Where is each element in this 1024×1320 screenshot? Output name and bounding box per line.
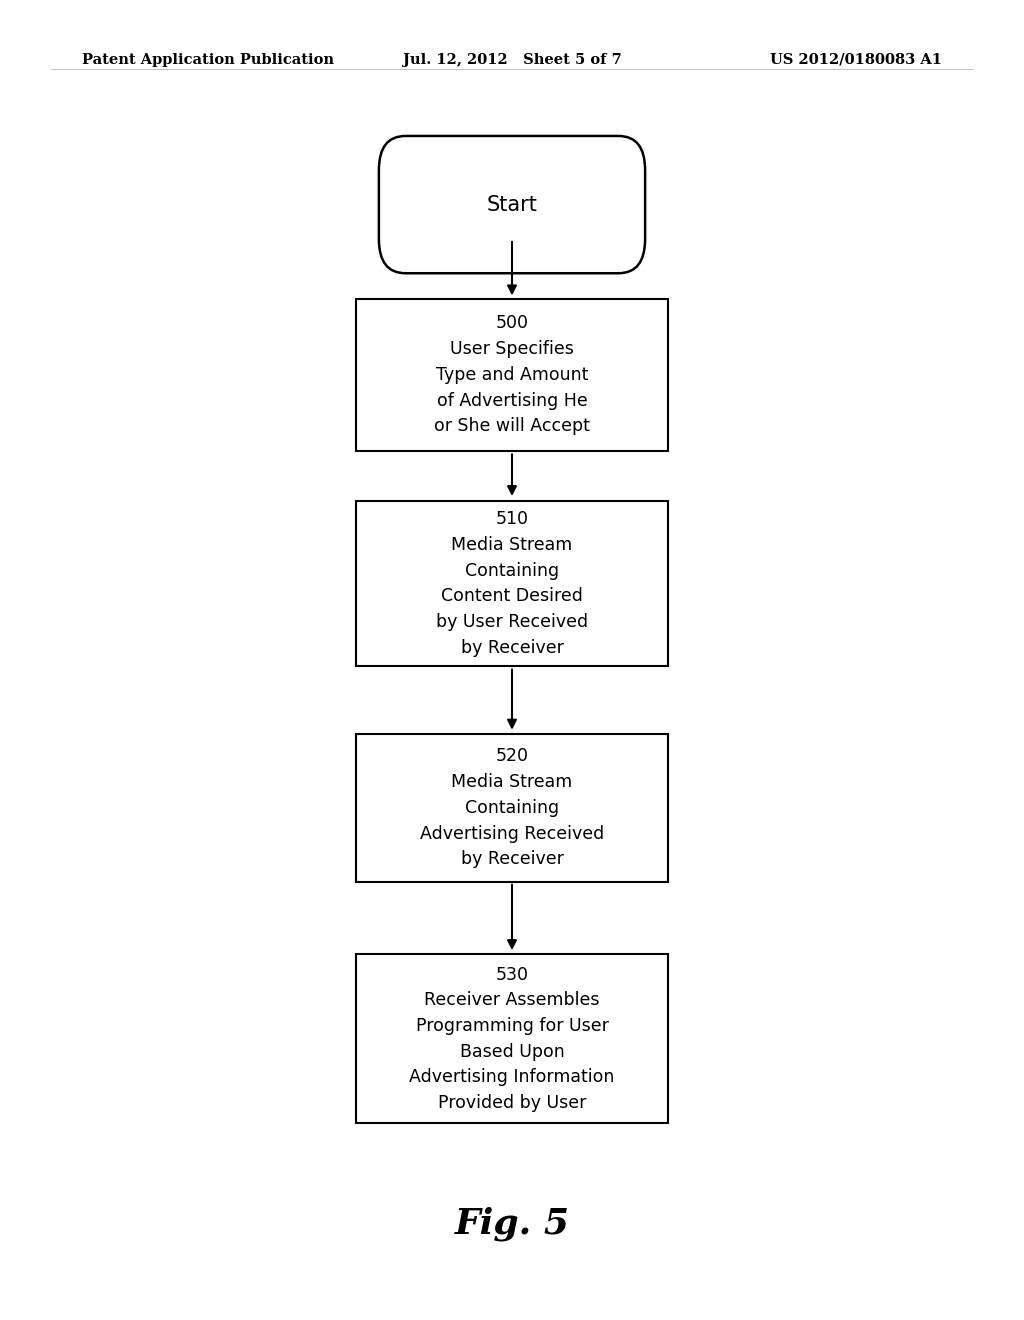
FancyBboxPatch shape — [356, 954, 669, 1123]
FancyBboxPatch shape — [379, 136, 645, 273]
FancyBboxPatch shape — [356, 300, 669, 451]
Text: Fig. 5: Fig. 5 — [455, 1206, 569, 1241]
Text: Start: Start — [486, 194, 538, 215]
Text: Patent Application Publication: Patent Application Publication — [82, 53, 334, 67]
FancyBboxPatch shape — [356, 734, 669, 882]
Text: Jul. 12, 2012   Sheet 5 of 7: Jul. 12, 2012 Sheet 5 of 7 — [402, 53, 622, 67]
Text: 510
Media Stream
Containing
Content Desired
by User Received
by Receiver: 510 Media Stream Containing Content Desi… — [436, 511, 588, 656]
Text: 500
User Specifies
Type and Amount
of Advertising He
or She will Accept: 500 User Specifies Type and Amount of Ad… — [434, 314, 590, 436]
Text: 530
Receiver Assembles
Programming for User
Based Upon
Advertising Information
P: 530 Receiver Assembles Programming for U… — [410, 966, 614, 1111]
FancyBboxPatch shape — [356, 500, 669, 665]
Text: US 2012/0180083 A1: US 2012/0180083 A1 — [770, 53, 942, 67]
Text: 520
Media Stream
Containing
Advertising Received
by Receiver: 520 Media Stream Containing Advertising … — [420, 747, 604, 869]
